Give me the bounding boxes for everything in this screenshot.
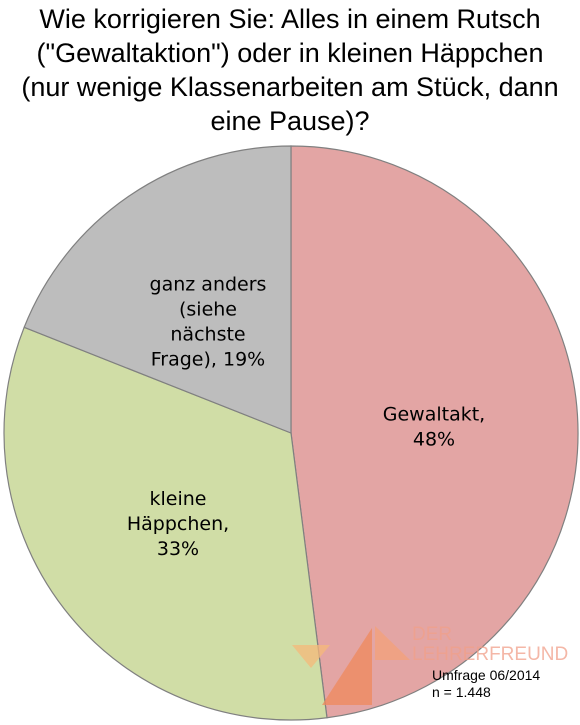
pie-labels: Gewaltakt, 48% kleine Häppchen, 33% ganz ande… xyxy=(127,274,485,561)
pie-slice-label-0-line-0: Gewaltakt, xyxy=(383,404,485,426)
pie-slice-label-1-line-2: 33% xyxy=(157,538,199,560)
pie-slice-label-2-line-2: nächste xyxy=(170,324,245,346)
watermark-logo-shape-main xyxy=(322,628,372,705)
watermark-logo-shape-right xyxy=(375,626,410,660)
pie-slice-label-0: Gewaltakt, 48% xyxy=(383,404,485,451)
pie-slice-2 xyxy=(23,145,292,434)
chart-title-line-4: eine Pause)? xyxy=(210,106,370,136)
survey-footnote: Umfrage 06/2014 n = 1.448 xyxy=(432,667,540,701)
pie-slice-label-1: kleine Häppchen, 33% xyxy=(127,488,229,560)
pie-slice-label-2-line-0: ganz anders xyxy=(150,274,267,296)
chart-title-line-1: Wie korrigieren Sie: Alles in einem Ruts… xyxy=(39,4,541,34)
pie-slice-label-1-line-1: Häppchen, xyxy=(127,513,229,535)
pie-slice-label-1-line-0: kleine xyxy=(150,488,207,510)
pie-slice-1 xyxy=(3,326,328,721)
chart-title: Wie korrigieren Sie: Alles in einem Ruts… xyxy=(0,2,580,138)
pie-slice-0 xyxy=(290,145,579,719)
watermark-logo-shape-left xyxy=(292,645,330,668)
watermark-text-lehrerfreund: LEHRERFREUND xyxy=(412,644,568,665)
pie-slice-label-0-line-1: 48% xyxy=(413,429,455,451)
pie-slice-label-2-line-1: (siehe xyxy=(179,299,237,321)
pie-slice-label-2-line-3: Frage), 19% xyxy=(151,349,265,371)
chart-title-line-2: ("Gewaltaktion") oder in kleinen Häppche… xyxy=(36,38,544,68)
watermark-text-der: DER xyxy=(412,624,452,645)
watermark-logo: DER LEHRERFREUND xyxy=(292,624,568,705)
pie-slices xyxy=(3,145,579,721)
chart-title-line-3: (nur wenige Klassenarbeiten am Stück, da… xyxy=(21,72,559,102)
survey-date: Umfrage 06/2014 xyxy=(432,667,541,683)
pie-slice-label-2: ganz anders (siehe nächste Frage), 19% xyxy=(150,274,267,371)
sample-size: n = 1.448 xyxy=(432,684,491,700)
